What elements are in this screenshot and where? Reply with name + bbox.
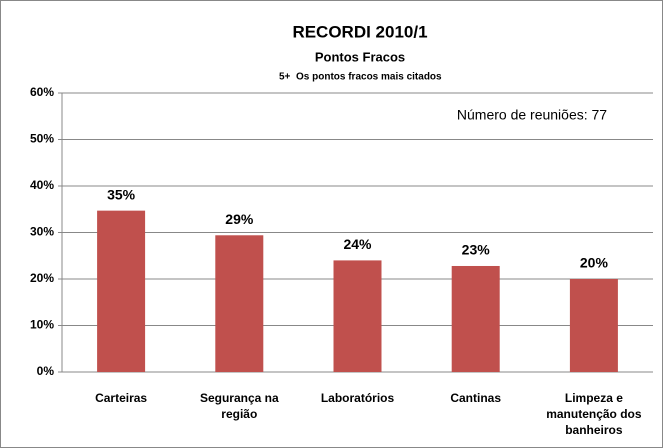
data-label: 23% xyxy=(462,242,491,258)
data-label: 29% xyxy=(225,211,254,227)
data-label: 24% xyxy=(343,236,372,252)
bar xyxy=(569,279,618,372)
x-tick-label: Limpeza e manutenção dos banheiros xyxy=(546,391,642,437)
chart-subtitle: Pontos Fracos xyxy=(315,49,405,64)
y-tick-label: 10% xyxy=(30,318,54,332)
x-tick-label: Segurança na região xyxy=(199,391,279,421)
bar xyxy=(97,210,146,372)
data-label: 20% xyxy=(580,255,609,271)
data-label: 35% xyxy=(107,186,136,202)
chart-title: RECORDI 2010/1 xyxy=(292,22,427,41)
y-tick-label: 20% xyxy=(30,271,54,285)
y-tick-label: 30% xyxy=(30,225,54,239)
bar xyxy=(451,265,500,372)
x-tick-label: Laboratórios xyxy=(320,391,395,405)
note-highlight: 5+ xyxy=(279,72,291,83)
note: Os pontos fracos mais citados xyxy=(296,72,442,83)
annotation: Número de reuniões: 77 xyxy=(457,107,607,123)
y-tick-label: 50% xyxy=(30,132,54,146)
y-tick-label: 0% xyxy=(37,364,55,378)
x-tick-label: Carteiras xyxy=(95,391,148,405)
bar xyxy=(333,260,382,372)
y-tick-label: 40% xyxy=(30,178,54,192)
x-tick-label: Cantinas xyxy=(450,391,502,405)
y-tick-label: 60% xyxy=(30,85,54,99)
bar xyxy=(215,235,264,372)
